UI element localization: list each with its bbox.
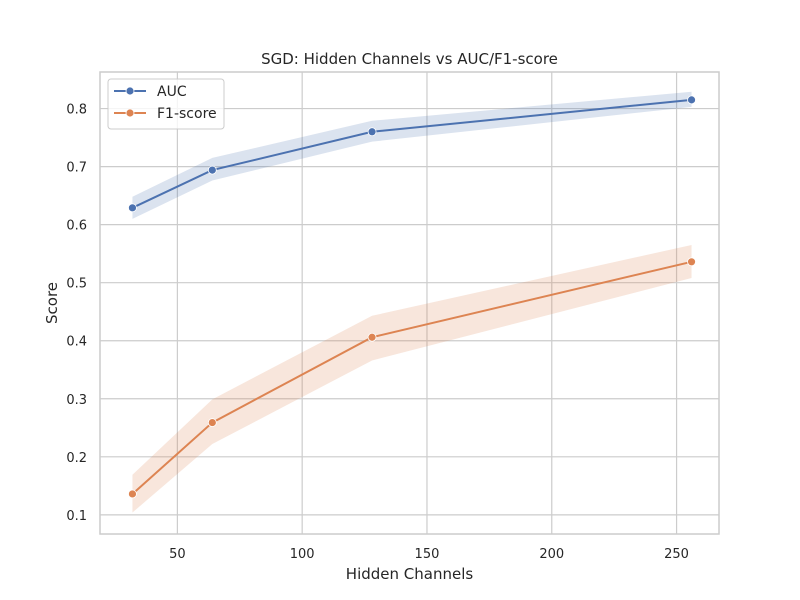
- x-axis-label: Hidden Channels: [346, 565, 474, 583]
- auc-point: [128, 203, 137, 213]
- f1-score-line: [131, 260, 692, 495]
- legend-marker-auc: [125, 86, 135, 96]
- legend-label-auc: AUC: [157, 84, 187, 100]
- legend: AUC F1-score: [107, 78, 225, 130]
- x-axis-ticks: 50 100 150 200 250: [169, 547, 689, 562]
- chart-title: SGD: Hidden Channels vs AUC/F1-score: [261, 50, 558, 68]
- f1-score-confidence-band: [132, 244, 692, 513]
- x-tick-label: 200: [539, 547, 564, 562]
- grid: [100, 72, 719, 534]
- legend-marker-f1-score: [125, 108, 135, 118]
- y-tick-label: 0.8: [66, 103, 87, 118]
- f1-score-point: [128, 489, 137, 499]
- y-tick-label: 0.6: [66, 219, 87, 234]
- series-lines: [131, 98, 692, 495]
- x-tick-label: 100: [290, 547, 315, 562]
- y-tick-label: 0.5: [66, 277, 87, 292]
- y-tick-label: 0.7: [66, 161, 87, 176]
- f1-score-point: [207, 418, 217, 427]
- y-tick-label: 0.2: [66, 451, 87, 466]
- y-tick-label: 0.4: [66, 335, 87, 350]
- y-axis-label: Score: [43, 282, 61, 324]
- x-tick-label: 250: [664, 547, 689, 562]
- auc-point: [687, 95, 696, 105]
- auc-point: [207, 165, 217, 175]
- y-axis-ticks: 0.1 0.2 0.3 0.4 0.5 0.6 0.7 0.8: [66, 103, 87, 524]
- plot-frame: [99, 71, 720, 535]
- x-tick-label: 50: [169, 547, 186, 562]
- auc-point: [367, 127, 377, 137]
- confidence-bands: [132, 91, 692, 513]
- legend-label-f1-score: F1-score: [157, 106, 217, 122]
- series-markers: [128, 95, 696, 499]
- auc-line: [132, 98, 692, 209]
- y-tick-label: 0.3: [66, 393, 87, 408]
- x-tick-label: 150: [415, 547, 440, 562]
- f1-score-point: [367, 332, 377, 342]
- y-tick-label: 0.1: [66, 509, 87, 524]
- f1-score-point: [687, 257, 696, 267]
